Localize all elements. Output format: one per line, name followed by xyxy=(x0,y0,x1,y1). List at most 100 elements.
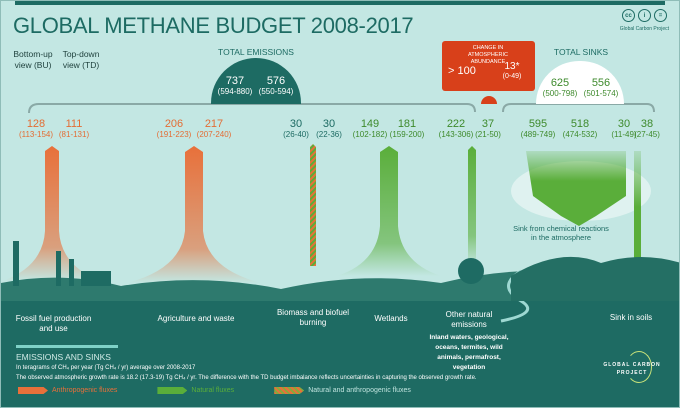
flux-bu-number: 128 xyxy=(26,118,46,130)
flux-bu-number: 149 xyxy=(360,118,380,130)
flux-td-range: (81-131) xyxy=(58,130,90,139)
flux-td-number: 181 xyxy=(397,118,417,130)
tree-icon xyxy=(458,258,484,284)
flux-td-range: (27-45) xyxy=(634,130,660,139)
footer-units: In teragrams of CH₄ per year (Tg CH₄ / y… xyxy=(16,365,196,371)
legend-label: Natural fluxes xyxy=(191,387,235,394)
flux-td-value: 217 (207-240) xyxy=(197,118,239,139)
derrick-icon xyxy=(13,241,19,286)
flux-bu-number: 206 xyxy=(164,118,184,130)
flux-bu-range: (113-154) xyxy=(18,130,54,139)
flux-bu-number: 30 xyxy=(617,118,631,130)
label-fossil-fuel: Fossil fuel production and use xyxy=(15,314,92,333)
top-bar xyxy=(15,1,665,5)
flux-td-range: (21-50) xyxy=(475,130,501,139)
legend-anthropogenic: Anthropogenic fluxes xyxy=(18,387,117,394)
gcp-logo: GLOBAL CARBON PROJECT xyxy=(596,351,668,387)
legend-swatch xyxy=(18,387,48,394)
flux-bu-range: (143-306) xyxy=(438,130,474,139)
total-sinks-bu-range: (500-798) xyxy=(542,89,578,98)
flux-bu-value: 30 (11-49) xyxy=(611,118,649,139)
total-emissions-td-range: (550-594) xyxy=(258,87,294,96)
flux-td-value: 518 (474-532) xyxy=(563,118,605,139)
change-td: 13* xyxy=(504,61,520,72)
total-sinks-td: 556 xyxy=(591,77,611,89)
change-td-range: (0-49) xyxy=(502,73,522,80)
label-wetlands: Wetlands xyxy=(374,314,408,323)
legend-label: Natural and anthropogenic fluxes xyxy=(308,387,411,394)
legend: Anthropogenic fluxes Natural fluxes Natu… xyxy=(18,387,411,394)
logo-arc xyxy=(626,351,652,383)
flux-td-number: 518 xyxy=(570,118,590,130)
flux-td-number: 37 xyxy=(481,118,495,130)
total-emissions-bu: 737 xyxy=(225,75,245,87)
footer-heading: EMISSIONS AND SINKS xyxy=(16,352,111,362)
flux-td-range: (207-240) xyxy=(196,130,232,139)
flux-bu-value: 206 (191-223) xyxy=(157,118,199,139)
flux-td-range: (22-36) xyxy=(316,130,342,139)
total-emissions-label: TOTAL EMISSIONS xyxy=(218,47,294,57)
total-emissions-bu-range: (594-880) xyxy=(217,87,253,96)
license-icons: cc i = xyxy=(622,9,667,22)
change-dot xyxy=(481,96,497,104)
label-other-natural-sub: Inland waters, geological, oceans, termi… xyxy=(429,334,509,371)
emissions-bracket xyxy=(28,103,476,114)
cc-icon: cc xyxy=(622,9,635,22)
legend-swatch xyxy=(157,387,188,394)
flux-td-value: 38 (27-45) xyxy=(634,118,672,139)
flux-bu-value: 128 (113-154) xyxy=(19,118,61,139)
other-natural-plume xyxy=(468,146,476,266)
label-other-natural: Other natural emissions xyxy=(445,310,493,329)
bu-view-label: Bottom-up view (BU) xyxy=(13,49,53,70)
flux-td-number: 30 xyxy=(322,118,336,130)
flux-bu-number: 30 xyxy=(289,118,303,130)
change-label: CHANGE IN ATMOSPHERIC ABUNDANCE xyxy=(468,45,508,65)
chimney-icon xyxy=(56,251,61,286)
logo-text: GLOBAL CARBON PROJECT xyxy=(603,362,661,376)
fossil-fuel-plume xyxy=(3,146,101,281)
flux-td-range: (474-532) xyxy=(562,130,598,139)
nd-icon: = xyxy=(654,9,667,22)
total-sinks-bu: 625 xyxy=(550,77,570,89)
total-emissions-td: 576 xyxy=(266,75,286,87)
sinks-bracket xyxy=(502,103,655,113)
label-biomass: Biomass and biofuel burning xyxy=(276,308,350,327)
flux-bu-value: 595 (489-749) xyxy=(521,118,563,139)
flux-td-value: 30 (22-36) xyxy=(316,118,354,139)
flux-td-value: 181 (159-200) xyxy=(390,118,432,139)
change-in-abundance-box: CHANGE IN ATMOSPHERIC ABUNDANCE > 100 13… xyxy=(442,41,535,91)
forest-icon xyxy=(511,256,679,301)
flux-bu-range: (11-49) xyxy=(611,130,637,139)
flux-td-number: 111 xyxy=(65,118,83,130)
flux-bu-range: (191-223) xyxy=(156,130,192,139)
td-view-label: Top-down view (TD) xyxy=(62,49,100,70)
flux-td-number: 217 xyxy=(204,118,224,130)
total-sinks-label: TOTAL SINKS xyxy=(553,47,609,57)
total-sinks-td-range: (501-574) xyxy=(583,89,619,98)
flux-bu-number: 595 xyxy=(528,118,548,130)
total-sinks-dome: 625 (500-798) 556 (501-574) xyxy=(536,61,624,104)
change-bu: > 100 xyxy=(448,65,476,77)
label-soil-sink: Sink in soils xyxy=(609,313,653,322)
flux-bu-value: 30 (26-40) xyxy=(283,118,321,139)
soil-sink-arrow xyxy=(634,151,641,291)
footer-rule xyxy=(16,345,118,348)
biomass-plume xyxy=(310,144,316,266)
flux-bu-number: 222 xyxy=(446,118,466,130)
label-chemical-sink: Sink from chemical reactions in the atmo… xyxy=(513,224,609,242)
flux-td-value: 111 (81-131) xyxy=(59,118,99,139)
chemical-sink-arrow xyxy=(526,151,626,226)
flux-bu-value: 149 (102-182) xyxy=(353,118,395,139)
publisher: Global Carbon Project xyxy=(619,26,669,32)
wetlands-plume xyxy=(337,146,441,276)
flux-bu-range: (489-749) xyxy=(520,130,556,139)
flux-bu-range: (102-182) xyxy=(352,130,388,139)
footer-note: The observed atmospheric growth rate is … xyxy=(16,375,477,381)
flux-bu-range: (26-40) xyxy=(283,130,309,139)
legend-label: Anthropogenic fluxes xyxy=(52,387,118,394)
by-icon: i xyxy=(638,9,651,22)
legend-mixed: Natural and anthropogenic fluxes xyxy=(274,387,411,394)
flux-td-value: 37 (21-50) xyxy=(475,118,513,139)
